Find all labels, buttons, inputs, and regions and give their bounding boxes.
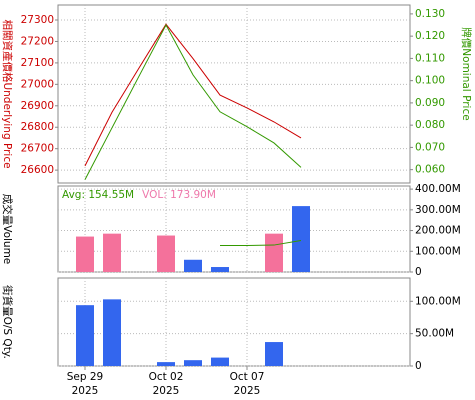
x-tick-year: 2025 [153,385,180,397]
x-tick-year: 2025 [234,385,261,397]
y-axis-title: 相關資產價格Underlying Price [1,19,14,168]
line [220,240,302,246]
y-tick-label: 300.00M [415,204,461,216]
panel-frame [57,277,411,367]
line [84,23,302,180]
y-tick-label: 26600 [21,164,54,176]
y-tick-label: 26900 [21,100,54,112]
y-tick-label: 0.070 [415,141,445,153]
panel-frame [57,4,411,184]
y-tick-label: 100.00M [415,245,461,257]
y-tick-label: 0.130 [415,8,445,20]
y-tick-label: 27000 [21,78,54,90]
annotation: Avg: 154.55M [62,189,134,201]
bar [292,206,310,272]
panel-frame [57,185,411,273]
bar [157,235,175,272]
y-tick-label: 27200 [21,35,54,47]
bar [211,267,229,272]
bar [157,362,175,366]
y-tick-label: 27300 [21,14,54,26]
y-tick-label: 100.00M [415,295,461,307]
x-tick-label: Oct 07 [230,371,265,383]
bar [103,299,121,366]
y-tick-label: 0 [415,266,422,278]
bar [184,360,202,366]
bar [76,236,94,272]
y-tick-label: 0.090 [415,97,445,109]
bar [184,259,202,272]
bar [265,233,283,272]
annotation: VOL: 173.90M [142,189,216,201]
bar [265,342,283,366]
y-tick-label: 26800 [21,121,54,133]
line [84,23,302,167]
y2-axis-title: 牌價Nominal Price [460,27,473,120]
x-tick-label: Sep 29 [67,371,104,383]
y-tick-label: 26700 [21,143,54,155]
y-tick-label: 0.060 [415,164,445,176]
x-tick-label: Oct 02 [149,371,184,383]
y-axis-title: 成交量Volume [1,194,14,265]
y-axis-title: 街貨量O/S Qty. [1,285,14,359]
bar [76,305,94,366]
bar [103,233,121,272]
y-tick-label: 0.120 [415,30,445,42]
y-tick-label: 0 [415,360,422,372]
y-tick-label: 0.080 [415,119,445,131]
y-tick-label: 0.110 [415,52,445,64]
y-tick-label: 50.00M [415,328,454,340]
y-tick-label: 400.00M [415,183,461,195]
y-tick-label: 200.00M [415,225,461,237]
y-tick-label: 27100 [21,57,54,69]
bar [211,357,229,366]
y-tick-label: 0.100 [415,75,445,87]
x-tick-year: 2025 [72,385,99,397]
